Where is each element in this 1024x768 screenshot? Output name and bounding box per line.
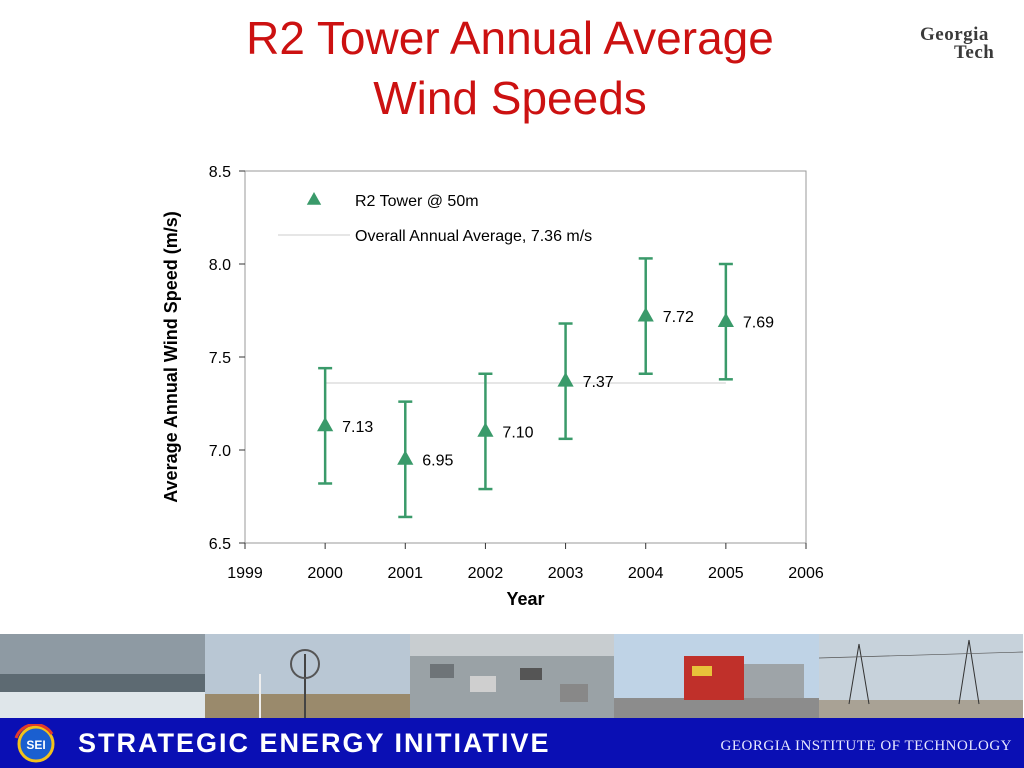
x-tick-label: 2000 (307, 565, 343, 582)
traffic-photo (409, 634, 615, 718)
legend-label-series: R2 Tower @ 50m (355, 193, 479, 210)
x-tick-label: 2006 (788, 565, 824, 582)
x-tick-label: 1999 (227, 565, 263, 582)
y-tick-label: 8.5 (209, 164, 231, 181)
data-point-triangle (317, 416, 334, 432)
sei-badge-text: SEI (26, 738, 45, 752)
data-label: 7.10 (502, 424, 533, 441)
legend-label-average: Overall Annual Average, 7.36 m/s (355, 228, 592, 245)
title-line-2: Wind Speeds (373, 72, 647, 124)
plot-frame (244, 170, 807, 544)
dam-photo (0, 634, 205, 718)
x-tick-label: 2005 (708, 565, 744, 582)
slide-title: R2 Tower Annual Average Wind Speeds (150, 8, 870, 128)
data-label: 7.69 (743, 315, 774, 332)
data-label: 7.13 (342, 419, 373, 436)
x-tick-label: 2002 (468, 565, 504, 582)
y-axis-label: Average Annual Wind Speed (m/s) (161, 211, 181, 503)
data-point-triangle (717, 312, 734, 328)
data-label: 7.72 (663, 309, 694, 326)
y-tick-label: 6.5 (209, 536, 231, 553)
georgia-tech-logo: Georgia Tech (918, 24, 1008, 74)
x-tick-label: 2003 (548, 565, 584, 582)
photo-strip (0, 634, 1024, 718)
logo-line-2: Tech (954, 42, 995, 63)
windmill-photo (204, 634, 410, 718)
x-axis-label: Year (506, 589, 544, 609)
data-point-triangle (397, 450, 414, 465)
title-line-1: R2 Tower Annual Average (246, 12, 774, 64)
sei-badge-icon: SEI (14, 724, 55, 763)
data-label: 6.95 (422, 452, 453, 469)
institute-name: GEORGIA INSTITUTE OF TECHNOLOGY (720, 738, 1012, 754)
data-point-triangle (637, 307, 654, 322)
data-point-triangle (557, 372, 574, 387)
x-tick-label: 2001 (387, 565, 423, 582)
data-label: 7.37 (583, 374, 614, 391)
wind-speed-chart: 8.5 8.0 7.5 7.0 6.5 1999 2000 2001 2002 2003 2004 2… (161, 164, 824, 609)
data-point-triangle (477, 422, 494, 437)
legend-marker-triangle (306, 192, 322, 205)
y-tick-label: 7.5 (209, 350, 231, 367)
train-photo (614, 634, 820, 718)
y-tick-label: 8.0 (209, 257, 231, 274)
y-tick-label: 7.0 (209, 443, 231, 460)
footer-bar: SEI STRATEGIC ENERGY INITIATIVE GEORGIA … (0, 718, 1024, 768)
power-lines-photo (819, 634, 1024, 718)
initiative-name: STRATEGIC ENERGY INITIATIVE (78, 728, 551, 758)
x-tick-label: 2004 (628, 565, 664, 582)
logo-line-1: Georgia (920, 24, 989, 45)
